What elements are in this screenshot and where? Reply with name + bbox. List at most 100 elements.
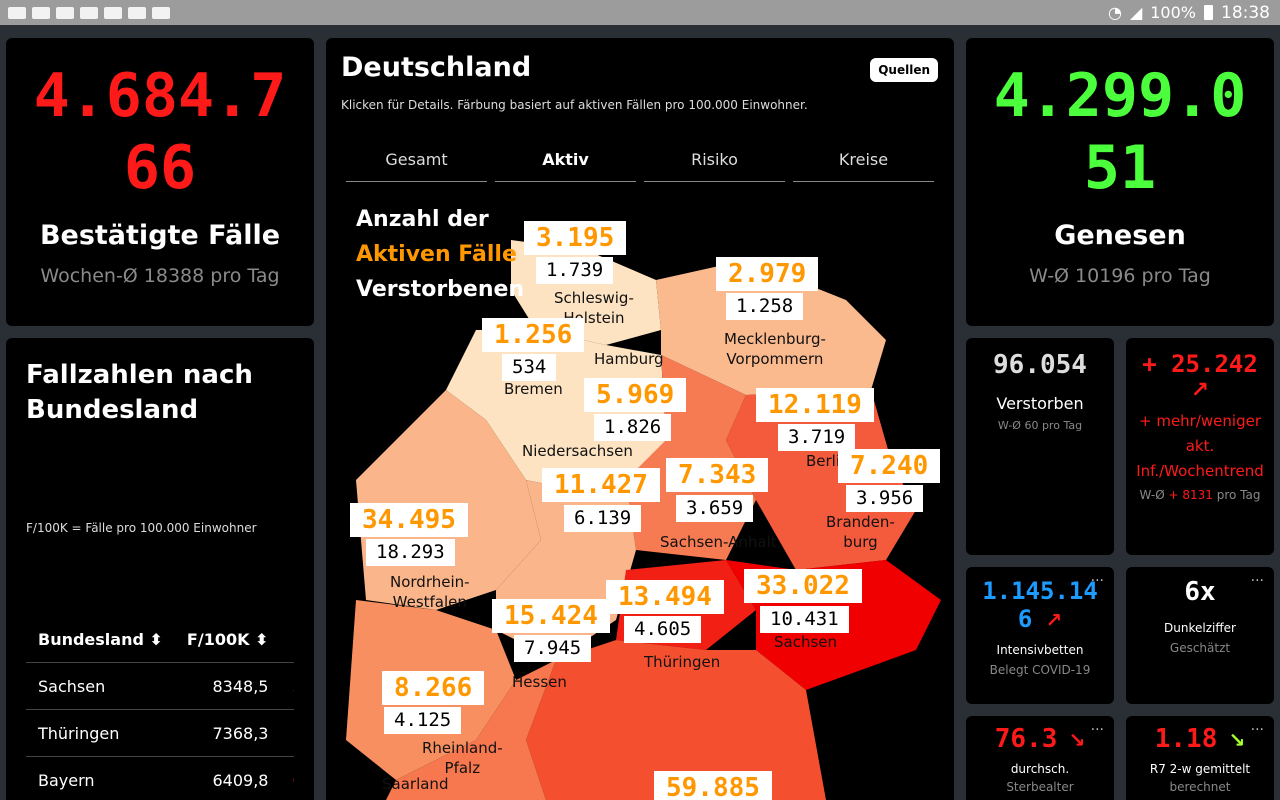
age-sub: Sterbealter [1006,780,1074,794]
tab-aktiv[interactable]: Aktiv [495,146,636,182]
more-icon[interactable]: ... [1090,718,1104,734]
state-active-label[interactable]: 8.266 [382,671,485,705]
icu-sub: Belegt COVID-19 [989,663,1091,677]
status-bar: ◔ ◢ 100% 18:38 [0,0,1280,25]
state-active-label[interactable]: 13.494 [606,580,724,614]
state-name: Thüringen [644,653,721,671]
state-active-label[interactable]: 33.022 [744,569,862,603]
state-active-label[interactable]: 12.119 [756,388,874,422]
mail-icon [32,6,50,19]
recovered-sub: W-Ø 10196 pro Tag [1029,265,1211,287]
state-active-label[interactable]: 59.885 [654,771,772,800]
state-active-label[interactable]: 7.343 [666,458,769,492]
recovered-value-line1: 4.299.0 [993,61,1247,131]
state-deaths-label[interactable]: 7.945 [514,635,592,662]
icu-value-line2-row: 6 ↗ [966,605,1114,633]
age-label: durchsch. [1010,762,1070,776]
youtube-icon [80,6,98,19]
col-f[interactable]: F [280,616,294,663]
r7-card[interactable]: ... 1.18 ↘ R7 2-w gemittelt berechnet [1126,716,1274,800]
dark-figure-value: 6x [1184,577,1216,607]
confirmed-label: Bestätigte Fälle [39,220,281,251]
recovered-card[interactable]: 4.299.0 51 Genesen W-Ø 10196 pro Tag [966,38,1274,326]
tab-gesamt[interactable]: Gesamt [346,146,487,182]
confirmed-value-line2: 66 [123,133,197,203]
state-deaths-label[interactable]: 3.719 [778,424,856,451]
table-row[interactable]: Thüringen 7368,3 1 [26,709,294,757]
state-active-label[interactable]: 11.427 [542,468,660,502]
icu-card[interactable]: ... 1.145.14 6 ↗ Intensivbetten Belegt C… [966,567,1114,704]
down-arrow-icon: ↘ [1068,728,1086,752]
state-deaths-label[interactable]: 10.431 [760,606,849,633]
deaths-sub: W-Ø 60 pro Tag [997,419,1083,432]
icu-label: Intensivbetten [996,643,1084,657]
r7-value: 1.18 [1154,724,1218,754]
trend-card[interactable]: + 25.242 ↗ + mehr/weniger akt. Inf./Woch… [1126,338,1274,555]
col-bundesland[interactable]: Bundesland ⬍ [26,616,175,663]
clock: 18:38 [1221,2,1270,23]
state-deaths-label[interactable]: 3.659 [676,495,754,522]
trend-sub: W-Ø + 8131 pro Tag [1139,488,1261,502]
dark-figure-label: Dunkelziffer [1164,621,1236,635]
region-brandenburg[interactable] [726,390,916,570]
col-f100k[interactable]: F/100K ⬍ [174,616,281,663]
play-store-icon [152,6,170,19]
confirmed-cases-card[interactable]: 4.684.7 66 Bestätigte Fälle Wochen-Ø 183… [6,38,314,326]
region-mecklenburg-vorpommern[interactable] [656,260,886,395]
state-deaths-label[interactable]: 1.739 [536,257,614,284]
state-name: Hessen [512,673,567,691]
map-tabs: Gesamt Aktiv Risiko Kreise [346,146,934,182]
state-deaths-label[interactable]: 4.605 [624,616,702,643]
deaths-label: Verstorben [996,394,1084,413]
state-name: Saarland [382,775,449,793]
state-active-label[interactable]: 1.256 [482,318,585,352]
region-bayern[interactable] [526,640,826,800]
state-deaths-label[interactable]: 1.258 [726,293,804,320]
dark-figure-sub: Geschätzt [1169,641,1231,655]
germany-map-card: Deutschland Klicken für Details. Färbung… [326,38,954,800]
state-active-label[interactable]: 5.969 [584,378,687,412]
state-active-label[interactable]: 15.424 [492,599,610,633]
death-age-card[interactable]: ... 76.3 ↘ durchsch. Sterbealter [966,716,1114,800]
state-table: Bundesland ⬍ F/100K ⬍ F Sachsen 8348,5 3… [26,616,294,800]
state-deaths-label[interactable]: 534 [502,354,557,381]
tab-risiko[interactable]: Risiko [644,146,785,182]
state-active-label[interactable]: 34.495 [350,503,468,537]
more-icon[interactable]: ... [1250,569,1264,585]
region-baden-wuerttemberg[interactable] [386,660,556,800]
youtube-icon [104,6,122,19]
row-state: Sachsen [26,662,175,710]
dark-figure-card[interactable]: ... 6x Dunkelziffer Geschätzt [1126,567,1274,704]
battery-icon [1204,5,1213,20]
battery-percent: 100% [1150,3,1196,22]
state-active-label[interactable]: 7.240 [838,449,941,483]
table-note: F/100K = Fälle pro 100.000 Einwohner [26,521,257,535]
state-name: Sachsen [774,633,838,651]
state-deaths-label[interactable]: 1.826 [594,414,672,441]
table-row[interactable]: Bayern 6409,8 6 [26,756,294,800]
deaths-card[interactable]: 96.054 Verstorben W-Ø 60 pro Tag [966,338,1114,555]
r7-value-row: 1.18 ↘ [1126,724,1274,754]
table-row[interactable]: Sachsen 8348,5 3 [26,662,294,710]
shield-icon [128,6,146,19]
state-deaths-label[interactable]: 3.956 [846,485,924,512]
state-name: Branden- burg [826,513,895,551]
sort-icon: ⬍ [255,629,269,649]
state-deaths-label[interactable]: 18.293 [366,539,455,566]
state-deaths-label[interactable]: 4.125 [384,707,462,734]
more-icon[interactable]: ... [1090,569,1104,585]
region-niedersachsen[interactable] [446,330,666,490]
state-name: Bremen [504,380,563,398]
tab-kreise[interactable]: Kreise [793,146,934,182]
more-icon[interactable]: ... [1250,718,1264,734]
state-active-label[interactable]: 3.195 [524,221,627,255]
map-title: Deutschland [341,52,532,83]
icu-up-arrow-icon: ↗ [1045,608,1063,632]
down-arrow-icon: ↘ [1228,728,1246,752]
state-deaths-label[interactable]: 6.139 [564,505,642,532]
state-active-label[interactable]: 2.979 [716,257,819,291]
trend-value: + 25.242 [1142,350,1258,378]
map-legend: Anzahl der Aktiven Fälle Verstorbenen [356,202,524,307]
age-value-row: 76.3 ↘ [966,724,1114,754]
sources-button[interactable]: Quellen [870,58,938,82]
